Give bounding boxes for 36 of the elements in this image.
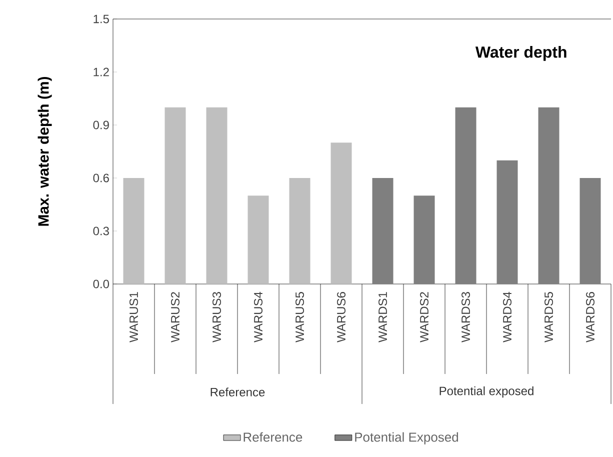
y-tick-label: 1.2 <box>94 68 109 76</box>
bar <box>538 107 560 284</box>
x-tick-label: WARDS5 <box>544 292 554 342</box>
bar <box>330 142 352 284</box>
x-tick-label: WARUS4 <box>254 292 263 342</box>
bar <box>372 178 394 284</box>
x-tick-label: WARUS6 <box>337 292 346 342</box>
x-tick-label: WARUS1 <box>130 292 138 342</box>
bar <box>164 107 186 284</box>
legend-label: Potential Exposed <box>355 432 458 444</box>
x-tick-label: WARUS3 <box>212 292 222 342</box>
text: Water depth <box>475 46 566 61</box>
y-tick-label: 0.3 <box>93 226 109 236</box>
bar <box>206 107 228 284</box>
text: Potential exposed <box>440 386 534 398</box>
bar <box>496 160 518 284</box>
bar <box>455 107 476 284</box>
legend-label: Reference <box>244 432 302 442</box>
x-tick-label: WARDS2 <box>420 292 429 342</box>
bar <box>248 196 269 284</box>
y-tick-label: 0.0 <box>93 280 110 288</box>
bar <box>289 178 310 284</box>
text: Reference <box>210 388 265 396</box>
bar <box>123 178 144 284</box>
x-tick-label: WARDS3 <box>462 292 470 342</box>
x-tick-label: WARDS1 <box>378 292 388 342</box>
bar <box>580 178 601 284</box>
x-tick-label: WARDS6 <box>586 292 595 342</box>
y-axis-title: Max. water depth (m) <box>38 76 52 226</box>
y-tick-label: 0.9 <box>93 120 109 130</box>
y-tick-label: 1.5 <box>94 14 109 24</box>
x-tick-label: WARUS5 <box>296 292 304 342</box>
x-tick-label: WARDS4 <box>503 292 512 342</box>
bar <box>414 196 435 284</box>
x-tick-label: WARUS2 <box>171 292 180 342</box>
y-tick-label: 0.6 <box>93 174 109 182</box>
